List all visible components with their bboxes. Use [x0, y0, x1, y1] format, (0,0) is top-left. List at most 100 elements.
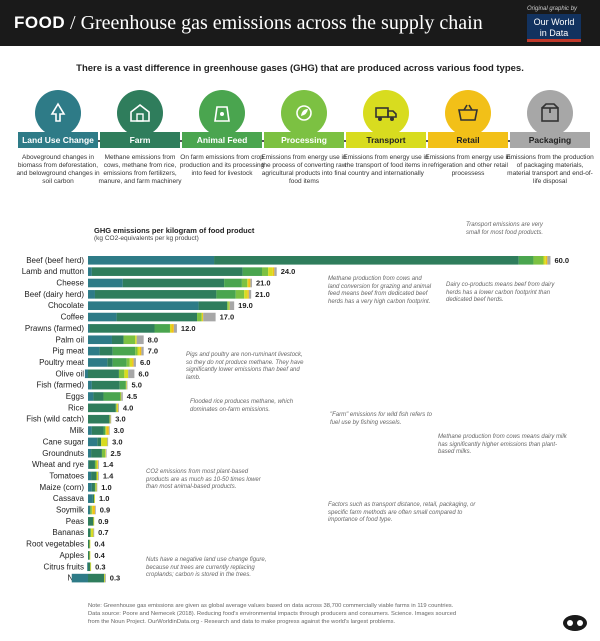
stage-label: Processing: [264, 132, 344, 148]
category-label: Maize (corn): [40, 483, 85, 492]
stage-farm: Farm Methane emissions from cows, methane…: [96, 90, 184, 185]
bar-segment-land-use-change: [88, 437, 98, 447]
bar-segment-retail: [92, 505, 95, 515]
bar-segment-packaging: [173, 324, 177, 333]
bar-segment-transport: [124, 369, 129, 379]
footer-notes: Note: Greenhouse gas emissions are given…: [88, 602, 558, 626]
bar-segment-land-use-change: [88, 460, 89, 469]
title-text: Greenhouse gas emissions across the supp…: [80, 12, 483, 34]
bar-segment-land-use-change: [88, 301, 199, 310]
bar-segment-transport: [91, 505, 93, 515]
bar-segment-farm: [91, 483, 95, 492]
bar-segment-packaging: [128, 369, 135, 379]
header-bar: FOOD / Greenhouse gas emissions across t…: [0, 0, 600, 46]
data-label: 6.0: [138, 369, 148, 378]
bar-segment-animal-feed: [242, 267, 262, 276]
bar-segment-transport: [104, 573, 106, 583]
bar-segment-farm: [92, 494, 95, 503]
stage-description: Emissions from energy use in the transpo…: [343, 154, 429, 177]
bar-segment-processing: [101, 448, 106, 458]
bar-segment-farm: [88, 460, 95, 469]
bar-segment-packaging: [203, 312, 216, 322]
tree-icon: [35, 90, 81, 136]
bar-segment-land-use-change: [88, 267, 92, 276]
stage-description: On farm emissions from crop production a…: [179, 154, 265, 177]
stage-animal-feed: Animal Feed On farm emissions from crop p…: [178, 90, 266, 177]
category-label: Poultry meat: [39, 358, 85, 367]
bar-segment-retail: [171, 324, 174, 333]
bar-segment-processing: [197, 312, 202, 322]
bar-segment-retail: [202, 312, 204, 322]
bar-segment-transport: [137, 346, 140, 356]
title-separator: /: [70, 12, 76, 34]
bar-segment-packaging: [118, 403, 119, 413]
owid-logo[interactable]: Our World in Data: [527, 14, 581, 42]
bar-segment-land-use-change: [84, 369, 88, 379]
bar-segment-animal-feed: [518, 256, 534, 265]
bar-segment-packaging: [248, 290, 252, 299]
data-label: 4.5: [127, 392, 137, 401]
bar-segment-farm: [111, 335, 124, 345]
bar-segment-packaging: [274, 267, 277, 276]
feed-bag-icon: [199, 90, 245, 136]
data-label: 1.0: [101, 483, 111, 492]
bar-segment-transport: [109, 414, 111, 424]
bar-segment-land-use-change: [88, 358, 108, 367]
bar-segment-processing: [262, 267, 269, 276]
data-label: 60.0: [554, 256, 569, 265]
annotation-dairy-beef: Dairy co-products means beef from dairy …: [446, 282, 555, 303]
bar-segment-land-use-change: [71, 573, 88, 583]
data-label: 4.0: [123, 403, 133, 412]
category-label: Fish (farmed): [36, 381, 84, 390]
bar-segment-processing: [115, 403, 117, 413]
bar-segment-farm: [88, 562, 91, 572]
data-label: 17.0: [220, 313, 235, 322]
logo-line-2: in Data: [539, 28, 569, 38]
bar-segment-farm: [89, 505, 91, 515]
bar-segment-transport: [268, 267, 273, 276]
category-label: Root vegetables: [26, 540, 84, 549]
annotation-wild-fish: "Farm" emissions for wild fish refers to…: [330, 412, 432, 426]
bar-segment-farm: [214, 256, 519, 265]
data-label: 1.4: [103, 471, 114, 480]
category-label: Prawns (farmed): [25, 324, 84, 333]
data-label: 3.0: [114, 426, 124, 435]
bar-segment-transport: [90, 562, 92, 572]
bar-segment-processing: [90, 505, 92, 515]
bar-segment-packaging: [94, 505, 96, 515]
stage-packaging: Packaging Emissions from the production o…: [506, 90, 594, 185]
bar-segment-farm: [91, 426, 104, 435]
bar-segment-farm: [88, 403, 116, 413]
stage-label: Packaging: [510, 132, 590, 148]
bar-segment-land-use-change: [88, 426, 92, 435]
bar-segment-retail: [248, 278, 251, 288]
footer-line-2: Data source: Poore and Nemecek (2018). R…: [88, 611, 457, 617]
data-label: 0.4: [94, 551, 105, 560]
stage-label: Retail: [428, 132, 508, 148]
bar-segment-farm: [88, 551, 90, 560]
bar-segment-farm: [116, 312, 198, 322]
bar-segment-farm: [107, 358, 113, 367]
bar-segment-processing: [90, 528, 92, 537]
category-label: Chocolate: [48, 301, 85, 310]
gear-leaf-icon: [281, 90, 327, 136]
bar-segment-packaging: [110, 414, 112, 424]
bar-segment-transport: [228, 301, 230, 310]
stage-label: Animal Feed: [182, 132, 262, 148]
bar-segment-farm: [91, 380, 120, 390]
bar-segment-transport: [244, 290, 248, 299]
bar-segment-retail: [247, 290, 249, 299]
category-label: Apples: [60, 551, 84, 560]
data-label: 0.7: [98, 528, 108, 537]
bar-segment-retail: [272, 267, 275, 276]
page-title: / Greenhouse gas emissions across the su…: [70, 12, 483, 35]
category-label: Cassava: [53, 494, 85, 503]
bar-segment-packaging: [126, 380, 128, 390]
data-label: 0.9: [100, 506, 110, 515]
annotation-factors: Factors such as transport distance, reta…: [328, 502, 476, 523]
chart-subtitle: (kg CO2-equivalents per kg product): [94, 235, 199, 242]
bar-segment-animal-feed: [224, 278, 242, 288]
data-label: 5.0: [131, 381, 141, 390]
stage-label: Transport: [346, 132, 426, 148]
data-label: 24.0: [281, 267, 296, 276]
